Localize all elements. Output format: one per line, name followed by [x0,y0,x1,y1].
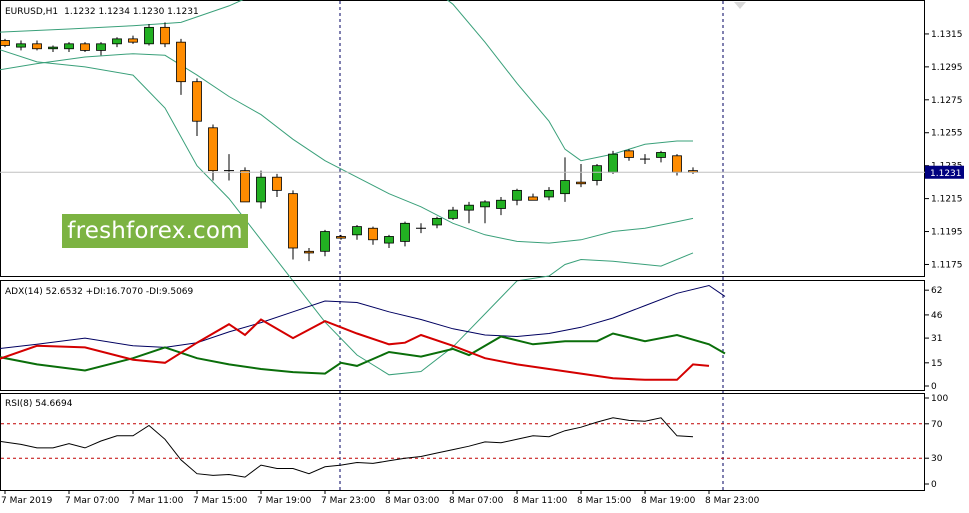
adx-axis: 62 46 31 15 0 [925,286,943,392]
candle-bear [32,43,42,50]
candle-bear [336,236,346,239]
adx-panel[interactable]: ADX(14) 52.6532 +DI:16.7070 -DI:9.5069 6… [0,280,943,393]
rsi-panel[interactable]: RSI(8) 54.6694 100 70 30 0 [0,393,948,491]
candle-bull [512,189,522,201]
rsi-panel-header: RSI(8) 54.6694 [5,399,73,409]
candle-bull [560,180,570,195]
candle-bull [320,231,330,252]
price-panel-header: EURUSD,H1 1.1232 1.1234 1.1230 1.1231 [5,7,199,17]
candle-bull [16,43,26,48]
adx-panel-frame [0,280,925,391]
candle-bull [496,199,506,209]
candle-bear [160,26,170,45]
price-tick-label: 1.1275 [931,96,963,106]
rsi-axis: 100 70 30 0 [925,394,948,490]
candle-bull [48,46,58,50]
candle-bear [528,196,538,201]
candle-bull [256,176,266,203]
time-tick-label: 8 Mar 19:00 [641,496,696,506]
time-tick-label: 7 Mar 2019 [1,496,53,506]
watermark: freshforex.com [62,214,248,248]
adx-tick-label: 0 [931,382,937,392]
candle-bull [112,38,122,45]
rsi-tick-label: 30 [931,454,943,464]
candle-bull [656,152,666,158]
adx-panel-header: ADX(14) 52.6532 +DI:16.7070 -DI:9.5069 [5,287,194,297]
candle-bear [192,81,202,122]
candles [0,22,698,262]
rsi-lines [0,417,924,478]
price-tick-label: 1.1195 [931,228,963,238]
price-tick-label: 1.1215 [931,195,963,205]
candle-bear [624,150,634,158]
candle-bear [288,193,298,249]
adx-series-line [0,284,726,350]
scroll-marker-icon[interactable] [734,2,746,9]
adx-tick-label: 62 [931,286,942,296]
rsi-series-line [0,417,694,478]
candle-bear [304,250,314,254]
price-tick-label: 1.1175 [931,260,963,270]
adx-series-line [0,318,710,381]
candle-bear [672,155,682,173]
rsi-tick-label: 0 [931,480,937,490]
candle-bull [64,43,74,50]
current-price-label: 1.1231 [930,169,962,179]
time-tick-label: 7 Mar 07:00 [65,496,120,506]
candle-bear [208,127,218,172]
candle-bull [464,204,474,211]
adx-tick-label: 46 [931,311,943,321]
candle-bear [272,176,282,191]
candle-bull [384,236,394,244]
price-tick-label: 1.1315 [931,30,963,40]
candle-bull [144,26,154,45]
current-price-tag [925,165,964,179]
candle-bull [608,153,618,173]
adx-tick-label: 15 [931,359,942,369]
candle-bear [176,41,186,83]
candle-bear [128,38,138,43]
candle-bear [576,181,586,185]
time-tick-label: 8 Mar 23:00 [705,496,760,506]
candle-bull [352,226,362,236]
candle-bear [0,40,10,46]
candle-bull [432,217,442,226]
time-tick-label: 8 Mar 07:00 [449,496,504,506]
rsi-tick-label: 70 [931,420,943,430]
candle-bull [592,165,602,181]
candle-bull [544,189,554,198]
candle-bull [480,201,490,208]
candle-bull [448,209,458,219]
adx-tick-label: 31 [931,334,942,344]
price-tick-label: 1.1255 [931,129,963,139]
time-tick-label: 8 Mar 15:00 [577,496,632,506]
time-tick-label: 8 Mar 11:00 [513,496,568,506]
rsi-tick-label: 100 [931,394,948,404]
adx-lines [0,284,726,381]
price-tick-label: 1.1295 [931,63,963,73]
candle-bear [368,227,378,241]
candle-bear [240,170,250,203]
time-tick-label: 7 Mar 19:00 [257,496,312,506]
time-tick-label: 8 Mar 03:00 [385,496,440,506]
time-tick-label: 7 Mar 11:00 [129,496,184,506]
candle-bull [96,43,106,51]
candle-bear [80,43,90,51]
time-tick-label: 7 Mar 15:00 [193,496,248,506]
time-axis: 7 Mar 2019 7 Mar 07:00 7 Mar 11:00 7 Mar 15… [1,491,760,506]
time-tick-label: 7 Mar 23:00 [321,496,376,506]
bollinger-lower-line [0,49,694,376]
bollinger-middle-line [0,53,694,244]
candle-bull [400,222,410,242]
adx-series-line [0,332,726,375]
